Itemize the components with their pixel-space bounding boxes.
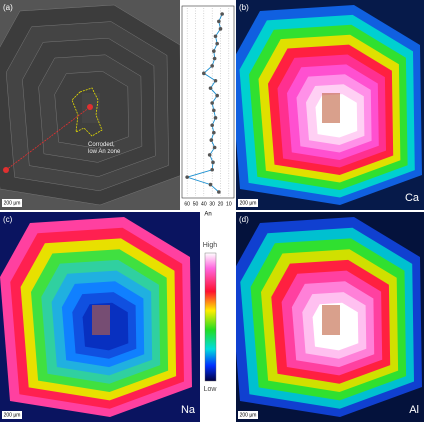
profile-frame	[181, 5, 235, 199]
corroded-outline	[71, 87, 103, 137]
x-tick-label: 30	[209, 201, 215, 207]
element-label: Al	[409, 404, 419, 416]
profile-point	[202, 71, 206, 76]
profile-trace	[5, 106, 91, 171]
trace-end	[87, 104, 93, 110]
scale-box	[2, 199, 22, 207]
profile-point	[210, 167, 214, 172]
core	[92, 305, 110, 335]
panel-label: (a)	[3, 3, 13, 12]
profile-point	[217, 19, 221, 24]
profile-point	[213, 78, 218, 83]
profile-point	[213, 116, 218, 120]
profile-x-label: An	[204, 212, 211, 218]
scale-box	[238, 411, 258, 419]
profile-point	[185, 175, 189, 179]
scale-label: 200 µm	[4, 200, 21, 206]
profile-point	[210, 123, 214, 128]
profile-point	[220, 12, 224, 16]
scale-label: 200 µm	[240, 200, 257, 206]
profile-point	[210, 64, 214, 68]
profile-point	[209, 138, 214, 142]
scale-label: 200 µm	[4, 412, 21, 418]
profile-point	[217, 190, 221, 194]
core	[322, 93, 340, 123]
panel-label: (c)	[3, 215, 13, 224]
panel-label: (b)	[239, 3, 249, 12]
element-label: Ca	[405, 192, 420, 204]
profile-point	[218, 27, 223, 31]
annotation-line: Corroded,	[88, 142, 115, 148]
scale-box	[2, 411, 22, 419]
x-tick-label: 10	[226, 201, 232, 207]
annotation: Corroded, low An zone	[88, 142, 121, 155]
x-tick-label: 40	[201, 201, 207, 207]
profile-point	[212, 130, 216, 135]
profile-point	[212, 49, 216, 53]
colorbar-high: High	[203, 242, 218, 249]
panel: (b) 200 µm Ca	[236, 0, 424, 210]
profile-point	[215, 93, 219, 98]
colorbar	[204, 252, 217, 382]
panel: (c) 200 µm Na	[0, 212, 200, 422]
profile-point	[210, 101, 214, 105]
core	[322, 305, 340, 335]
profile: 60 50 40 30 20 10	[184, 8, 232, 207]
annotation-line: low An zone	[88, 149, 121, 155]
panel: (d) 200 µm Al	[236, 212, 424, 422]
profile-point	[212, 108, 216, 113]
profile-point	[215, 41, 219, 46]
scale-label: 200 µm	[240, 412, 257, 418]
profile-point	[207, 153, 212, 157]
profile-point	[212, 145, 217, 150]
scale-box	[238, 199, 258, 207]
panel-label: (d)	[239, 215, 249, 224]
trace-start	[3, 167, 9, 173]
element-label: Na	[181, 404, 196, 416]
profile-point	[208, 86, 213, 90]
profile-point	[208, 182, 213, 187]
profile-point	[213, 34, 218, 39]
profile-point	[212, 56, 217, 61]
colorbar-low: Low	[204, 386, 218, 393]
x-tick-label: 20	[218, 201, 224, 207]
profile-point	[211, 160, 215, 165]
x-tick-label: 50	[193, 201, 199, 207]
x-tick-label: 60	[184, 201, 190, 207]
